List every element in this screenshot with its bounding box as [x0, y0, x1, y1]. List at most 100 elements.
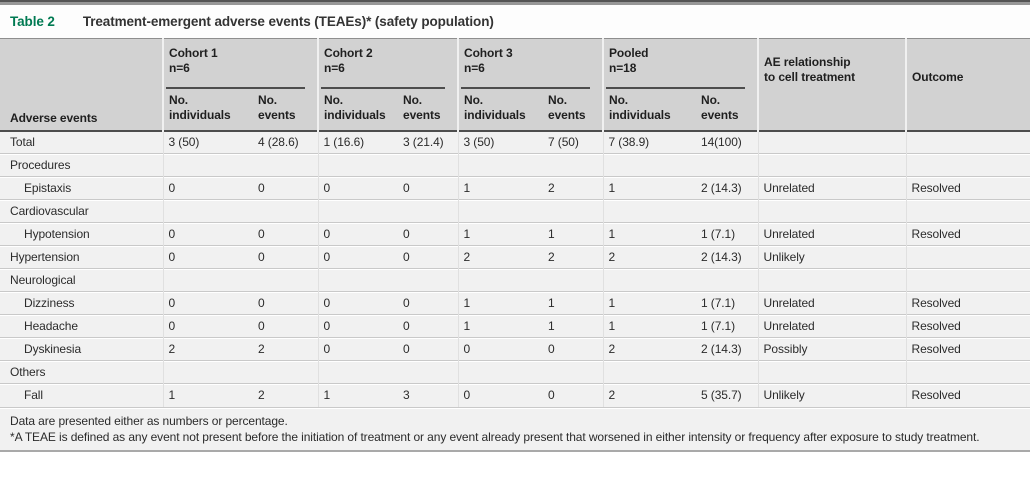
group-n: n=6 — [324, 61, 345, 75]
adverse-event-label: Hypertension — [0, 245, 163, 269]
cell-no-events — [398, 360, 458, 384]
corner-cell — [0, 38, 163, 89]
cell-no-individuals: 2 — [457, 245, 543, 269]
sub-header-row: Adverse events No. individuals No. event… — [0, 88, 1030, 131]
adverse-event-label: Dyskinesia — [0, 337, 163, 361]
header-line: events — [701, 107, 739, 122]
adverse-event-label: Cardiovascular — [0, 199, 163, 223]
cell-no-individuals — [457, 360, 543, 384]
cell-no-events: 0 — [253, 314, 318, 338]
cell-no-individuals: 3 (50) — [162, 129, 253, 154]
adverse-event-label: Total — [0, 129, 163, 154]
cell-no-events — [398, 153, 458, 177]
cell-no-individuals: 1 — [602, 176, 696, 200]
cell-no-individuals: 2 — [602, 337, 696, 361]
cell-no-events: 14(100) — [696, 129, 758, 154]
column-header-no-individuals: No. individuals — [162, 88, 253, 131]
cell-no-individuals — [162, 153, 253, 177]
cell-outcome: Resolved — [905, 383, 1030, 407]
cell-no-events: 0 — [398, 245, 458, 269]
cell-no-individuals: 0 — [162, 314, 253, 338]
column-header-no-events: No. events — [398, 88, 458, 131]
header-line: to cell treatment — [764, 69, 855, 84]
cell-no-individuals: 0 — [317, 222, 398, 246]
adverse-event-label: Others — [0, 360, 163, 384]
cell-outcome — [905, 199, 1030, 223]
cell-no-events: 0 — [253, 222, 318, 246]
cell-ae-relationship: Possibly — [757, 337, 906, 361]
top-rule — [0, 0, 1030, 5]
cell-no-individuals: 2 — [162, 337, 253, 361]
spanner-rule — [321, 86, 445, 89]
cell-no-individuals: 0 — [162, 291, 253, 315]
cell-ae-relationship: Unlikely — [757, 245, 906, 269]
cell-no-individuals: 1 — [457, 222, 543, 246]
adverse-event-label: Procedures — [0, 153, 163, 177]
cell-no-individuals: 0 — [317, 337, 398, 361]
adverse-events-table: Cohort 1 n=6 Cohort 2 n=6 Cohort 3 n=6 P… — [0, 38, 1030, 407]
column-header-outcome: Outcome — [905, 38, 1030, 89]
cell-ae-relationship — [757, 199, 906, 223]
cell-outcome — [905, 268, 1030, 292]
cell-no-events: 1 (7.1) — [696, 291, 758, 315]
cell-outcome — [905, 129, 1030, 154]
cell-no-events: 1 — [543, 314, 603, 338]
cell-no-events — [543, 360, 603, 384]
cell-no-individuals: 0 — [317, 176, 398, 200]
cell-no-individuals: 1 — [457, 314, 543, 338]
cell-outcome: Resolved — [905, 314, 1030, 338]
group-header-pooled: Pooled n=18 — [602, 38, 758, 89]
header-line: events — [548, 107, 586, 122]
cell-no-events — [253, 153, 318, 177]
cell-outcome — [905, 153, 1030, 177]
cell-ae-relationship — [757, 129, 906, 154]
header-line: No. — [258, 92, 278, 107]
cell-no-individuals: 1 — [457, 291, 543, 315]
cell-no-events: 7 (50) — [543, 129, 603, 154]
cell-ae-relationship — [757, 153, 906, 177]
adverse-event-label: Hypotension — [0, 222, 163, 246]
cell-no-individuals: 7 (38.9) — [602, 129, 696, 154]
cell-no-events: 0 — [543, 337, 603, 361]
group-label: Cohort 1 — [169, 46, 218, 60]
spanner-rule — [166, 86, 305, 89]
cell-no-events: 1 — [543, 291, 603, 315]
header-line: events — [403, 107, 441, 122]
cell-no-events: 5 (35.7) — [696, 383, 758, 407]
footnote-teae-definition: *A TEAE is defined as any event not pres… — [10, 429, 980, 444]
column-header-no-individuals: No. individuals — [317, 88, 398, 131]
cell-ae-relationship: Unrelated — [757, 176, 906, 200]
group-n: n=6 — [464, 61, 485, 75]
cell-no-individuals: 0 — [317, 291, 398, 315]
cell-no-events: 1 — [543, 222, 603, 246]
table-row: Hypotension 0 0 0 0 1 1 1 1 (7.1) Unrela… — [0, 222, 1030, 246]
table-title: Treatment-emergent adverse events (TEAEs… — [82, 14, 494, 29]
spanner-rule — [461, 86, 590, 89]
cell-no-individuals: 1 — [602, 314, 696, 338]
cell-no-events: 0 — [253, 176, 318, 200]
table-row: Cardiovascular — [0, 199, 1030, 223]
column-header-ae-relationship: AE relationship to cell treatment — [757, 38, 906, 89]
cell-no-individuals: 0 — [162, 245, 253, 269]
table-row: Others — [0, 360, 1030, 384]
cell-outcome: Resolved — [905, 176, 1030, 200]
cell-no-individuals: 1 — [162, 383, 253, 407]
cell-no-individuals: 1 (16.6) — [317, 129, 398, 154]
cell-no-events: 0 — [543, 383, 603, 407]
group-header-row: Cohort 1 n=6 Cohort 2 n=6 Cohort 3 n=6 P… — [0, 38, 1030, 89]
empty-header-cell — [905, 88, 1030, 131]
cell-no-events: 0 — [398, 337, 458, 361]
cell-no-events: 0 — [253, 291, 318, 315]
cell-no-individuals: 2 — [602, 245, 696, 269]
cell-no-individuals — [602, 153, 696, 177]
table-header: Cohort 1 n=6 Cohort 2 n=6 Cohort 3 n=6 P… — [0, 38, 1030, 131]
cell-no-individuals: 1 — [317, 383, 398, 407]
cell-no-individuals — [602, 360, 696, 384]
cell-outcome — [905, 360, 1030, 384]
group-header-cohort-2: Cohort 2 n=6 — [317, 38, 458, 89]
header-line: Outcome — [912, 69, 964, 84]
cell-no-events: 1 (7.1) — [696, 222, 758, 246]
header-line: No. — [701, 92, 721, 107]
cell-no-individuals — [162, 360, 253, 384]
